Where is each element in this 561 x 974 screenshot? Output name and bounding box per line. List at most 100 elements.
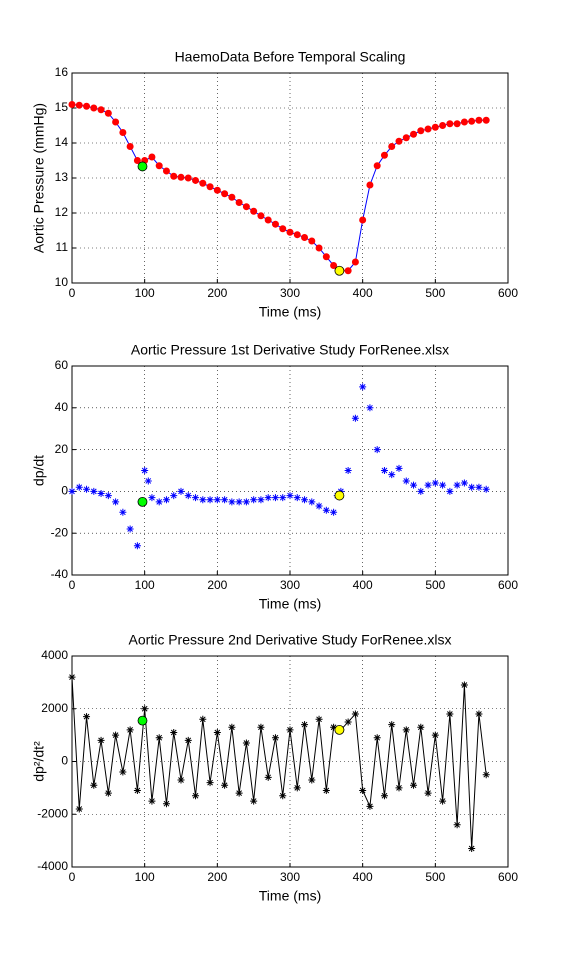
x-tick-label: 500 [425, 286, 445, 300]
data-point [213, 496, 221, 504]
data-point [228, 193, 236, 201]
data-point [126, 143, 134, 150]
y-tick-label: 12 [55, 205, 69, 219]
data-point [213, 186, 221, 194]
y-tick-label: 14 [55, 135, 69, 149]
data-point [475, 710, 483, 718]
data-point [344, 718, 352, 726]
data-point [453, 821, 461, 829]
data-point [380, 467, 388, 474]
data-point [410, 130, 418, 138]
axes-box [71, 365, 509, 576]
data-point [286, 492, 294, 500]
data-point [475, 116, 483, 124]
data-point [460, 118, 468, 126]
data-point [184, 174, 192, 182]
data-point [144, 477, 152, 485]
y-tick-label: -20 [51, 525, 69, 539]
data-point [228, 498, 236, 506]
data-point [162, 800, 170, 808]
data-point [373, 446, 381, 454]
chart-title: Aortic Pressure 2nd Derivative Study For… [129, 632, 452, 648]
data-point [235, 498, 243, 506]
data-point [308, 237, 316, 245]
data-point [155, 162, 163, 170]
data-point [119, 129, 127, 136]
data-point [482, 771, 490, 779]
x-tick-label: 500 [425, 870, 445, 884]
data-point [373, 734, 381, 742]
data-point [395, 137, 403, 145]
highlight-point [137, 161, 148, 172]
data-point [351, 258, 359, 266]
data-point [97, 106, 105, 114]
data-point [90, 487, 98, 495]
x-tick-label: 0 [69, 286, 76, 300]
x-axis-label: Time (ms) [259, 888, 321, 904]
data-point [351, 710, 359, 718]
data-point [293, 231, 301, 239]
y-tick-label: 4000 [41, 648, 68, 662]
data-point [359, 216, 367, 224]
data-point [199, 496, 207, 504]
data-point [97, 736, 105, 744]
data-point [417, 487, 425, 495]
data-point [446, 120, 454, 128]
x-tick-label: 600 [498, 870, 518, 884]
x-tick-label: 500 [425, 578, 445, 592]
data-point [286, 228, 294, 236]
data-point [206, 183, 214, 191]
data-point [177, 487, 185, 495]
data-point [170, 172, 178, 180]
data-point [155, 498, 163, 506]
x-axis-label: Time (ms) [259, 596, 321, 612]
data-point [148, 153, 156, 161]
data-point [460, 479, 468, 487]
x-tick-label: 200 [207, 870, 227, 884]
data-point [250, 496, 258, 504]
data-point [402, 134, 410, 142]
data-point [380, 792, 388, 800]
data-point [424, 789, 432, 797]
x-tick-label: 0 [69, 578, 76, 592]
data-point [257, 723, 265, 731]
data-point [177, 776, 185, 784]
data-point [301, 496, 309, 504]
data-point [90, 104, 98, 112]
data-point [68, 673, 76, 681]
x-tick-label: 600 [498, 286, 518, 300]
x-tick-label: 100 [135, 286, 155, 300]
data-point [257, 496, 265, 504]
data-point [439, 481, 447, 489]
data-point [468, 117, 476, 125]
data-point [126, 726, 134, 734]
series-line [71, 677, 487, 849]
data-point [221, 496, 229, 504]
data-point [264, 773, 272, 781]
data-point [322, 253, 330, 261]
data-point [279, 792, 287, 800]
x-tick-label: 100 [135, 870, 155, 884]
data-point [221, 190, 229, 198]
data-point [257, 212, 265, 220]
data-point [293, 494, 301, 502]
data-point [184, 736, 192, 744]
x-tick-label: 100 [135, 578, 155, 592]
data-point [177, 173, 185, 181]
data-point [68, 101, 76, 108]
y-tick-label: 0 [61, 754, 68, 768]
data-point [366, 181, 374, 189]
data-point [402, 726, 410, 734]
data-point [170, 492, 178, 500]
x-tick-label: 0 [69, 870, 76, 884]
data-point [97, 489, 105, 497]
data-point [439, 122, 447, 129]
data-point [373, 162, 381, 170]
y-tick-label: 60 [55, 358, 69, 372]
data-point [453, 481, 461, 489]
data-point [410, 781, 418, 789]
data-point [402, 477, 410, 485]
data-point [68, 487, 76, 495]
data-point [75, 101, 83, 109]
data-point [133, 542, 141, 550]
